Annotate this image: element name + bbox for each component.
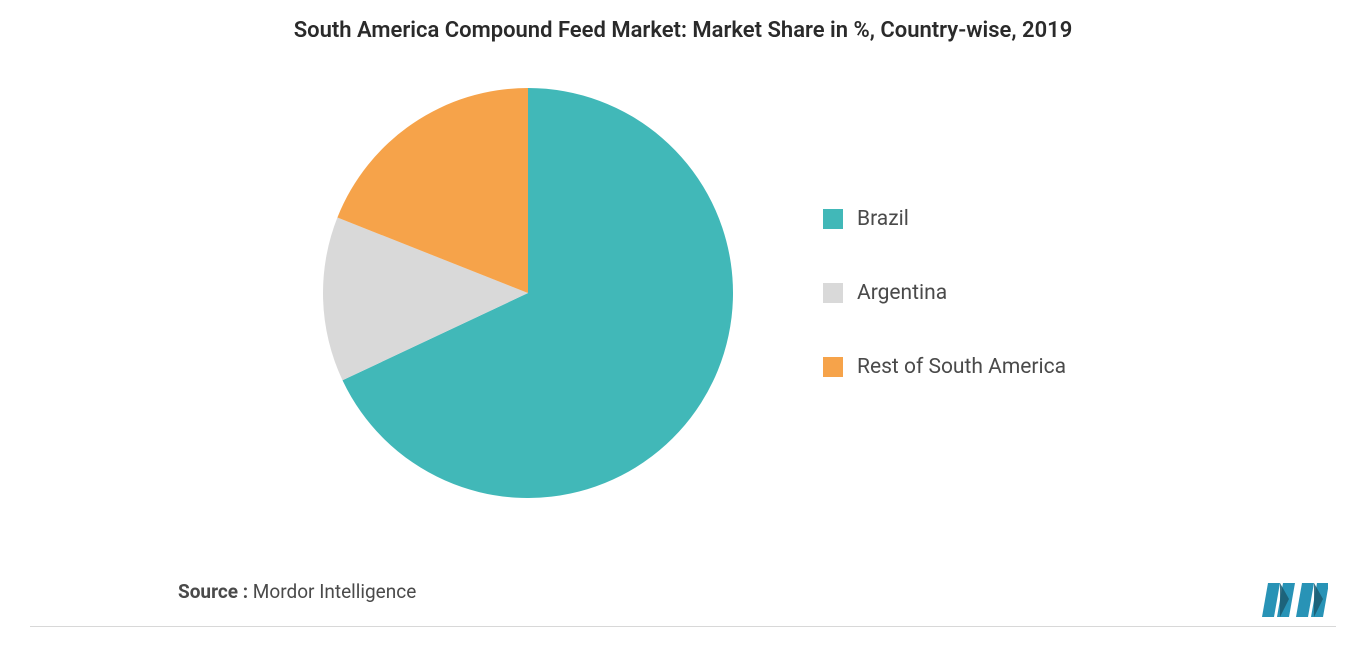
source-value: Mordor Intelligence [248, 580, 416, 603]
legend-item: Argentina [823, 281, 1103, 305]
pie-svg [323, 88, 733, 498]
footer-divider [30, 626, 1336, 627]
source-label: Source : [178, 580, 248, 603]
legend-item: Rest of South America [823, 355, 1103, 379]
legend-label: Argentina [857, 281, 947, 305]
brand-logo [1262, 577, 1328, 617]
pie-chart [323, 88, 733, 498]
legend-swatch [823, 357, 843, 377]
legend-item: Brazil [823, 207, 1103, 231]
legend-swatch [823, 209, 843, 229]
chart-area: Brazil Argentina Rest of South America [0, 53, 1366, 533]
legend-label: Rest of South America [857, 355, 1066, 379]
legend-label: Brazil [857, 207, 909, 231]
source-citation: Source : Mordor Intelligence [178, 580, 416, 603]
chart-title: South America Compound Feed Market: Mark… [0, 0, 1366, 53]
legend-swatch [823, 283, 843, 303]
legend: Brazil Argentina Rest of South America [823, 207, 1103, 379]
